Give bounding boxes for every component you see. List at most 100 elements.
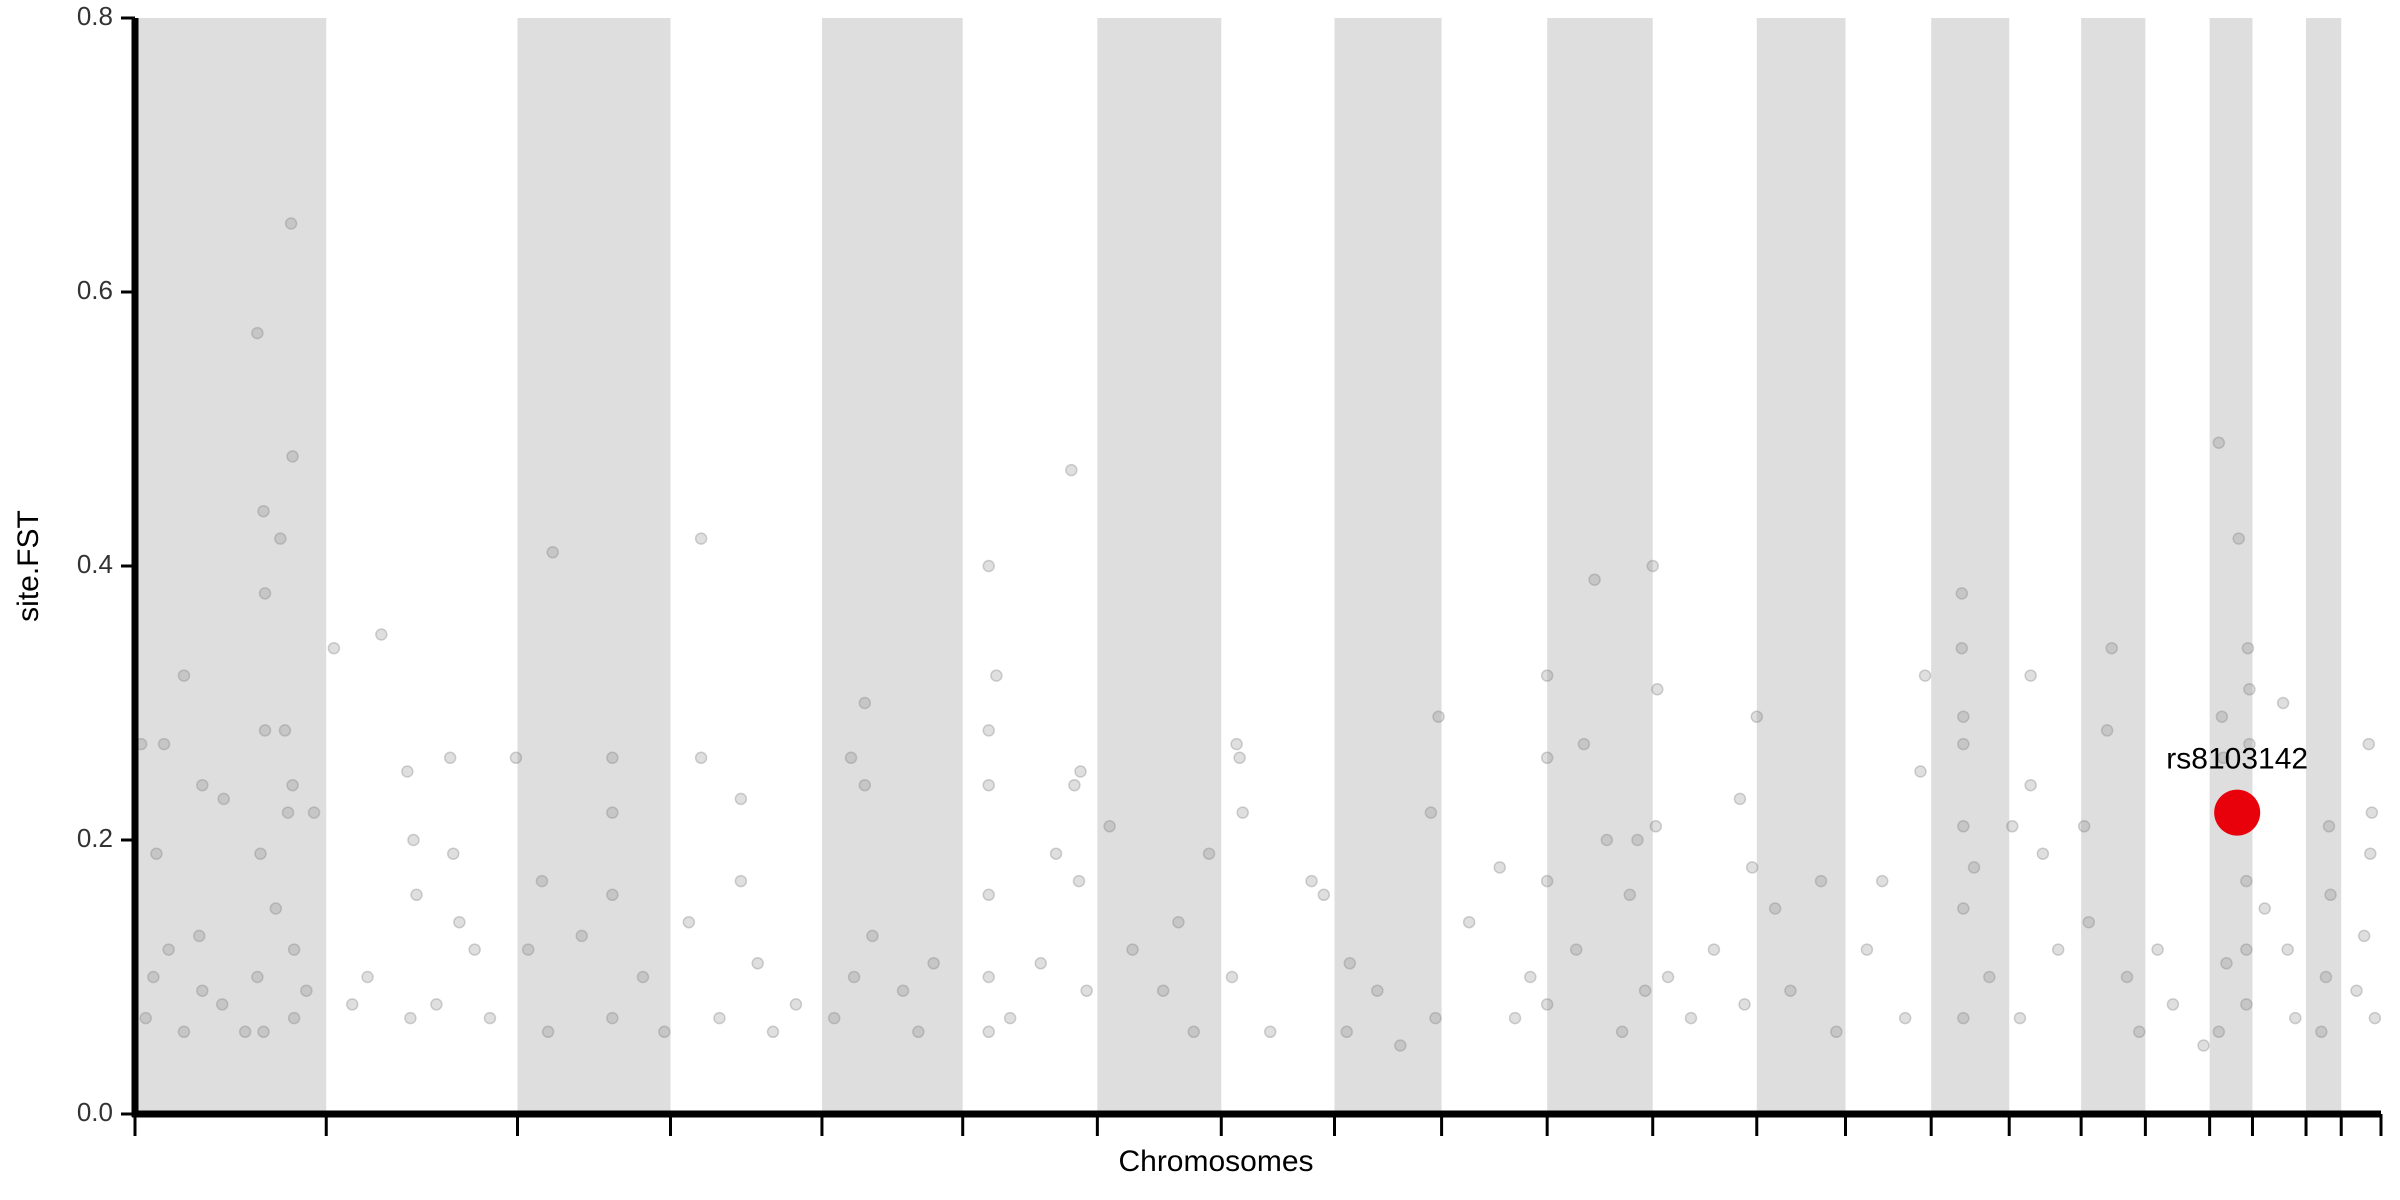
snp-point	[238, 1025, 252, 1039]
snp-point	[1424, 806, 1438, 819]
snp-point	[1983, 970, 1996, 984]
chromosome-band	[1547, 18, 1653, 1114]
snp-point	[1830, 1025, 1843, 1039]
snp-point	[1967, 861, 1981, 874]
snp-point	[1305, 874, 1318, 888]
snp-point	[2197, 1039, 2210, 1052]
snp-point	[734, 792, 748, 806]
snp-point	[606, 751, 619, 765]
snp-point	[1080, 984, 1093, 997]
snp-point	[847, 970, 861, 984]
snp-point	[766, 1025, 780, 1039]
snp-point	[1126, 943, 1139, 956]
chromosome-band	[517, 18, 671, 1114]
snp-point	[1649, 820, 1663, 833]
snp-point	[2051, 943, 2065, 956]
snp-point	[1638, 984, 1652, 997]
y-axis-label: site.FST	[12, 510, 45, 622]
snp-point	[789, 998, 803, 1011]
snp-point	[1049, 847, 1063, 860]
snp-point	[446, 847, 460, 860]
snp-point	[535, 874, 549, 888]
snp-point	[2243, 683, 2256, 696]
snp-point	[193, 929, 206, 943]
snp-point	[2368, 1011, 2382, 1025]
snp-point	[1034, 957, 1047, 970]
snp-point	[1707, 943, 1721, 956]
snp-point	[251, 970, 264, 984]
snp-point	[2077, 820, 2091, 833]
snp-point	[257, 1025, 270, 1039]
snp-point	[896, 984, 910, 997]
snp-point	[2024, 669, 2037, 682]
chromosome-band	[821, 18, 963, 1114]
snp-point	[2212, 1025, 2226, 1039]
snp-point	[1230, 737, 1243, 751]
snp-point	[1569, 943, 1583, 956]
snp-point	[157, 737, 171, 751]
snp-point	[658, 1025, 671, 1039]
snp-point	[1003, 1011, 1017, 1025]
snp-point	[1493, 861, 1506, 874]
chromosome-band	[1931, 18, 2010, 1114]
snp-point	[2365, 806, 2379, 819]
snp-point	[541, 1025, 555, 1039]
snp-point	[2024, 778, 2037, 792]
snp-point	[1651, 683, 1664, 696]
chromosome-band	[135, 18, 327, 1114]
snp-point	[1588, 573, 1601, 586]
snp-point	[1814, 874, 1828, 888]
chromosome-band	[2306, 18, 2342, 1114]
snp-point	[251, 326, 264, 340]
snp-point	[1745, 861, 1759, 874]
snp-point	[982, 970, 995, 984]
snp-point	[982, 778, 995, 792]
snp-point	[1623, 888, 1637, 902]
snp-point	[2243, 737, 2256, 751]
snp-point	[1394, 1039, 1407, 1052]
snp-point	[2240, 943, 2253, 956]
snp-point	[2362, 737, 2376, 751]
snp-point	[2006, 820, 2019, 833]
snp-point	[258, 724, 272, 737]
snp-point	[2215, 710, 2229, 723]
points-layer	[134, 217, 2382, 1052]
snp-point	[734, 874, 748, 888]
snp-point	[177, 1025, 191, 1039]
snp-point	[858, 696, 872, 710]
snp-point	[2289, 1011, 2302, 1025]
snp-point	[1631, 833, 1644, 847]
snp-point	[682, 915, 696, 929]
snp-point	[1343, 957, 1357, 970]
snp-point	[2082, 915, 2096, 929]
snp-point	[430, 998, 443, 1011]
snp-point	[827, 1011, 841, 1025]
snp-point	[284, 217, 298, 230]
snp-point	[982, 888, 995, 902]
snp-point	[1340, 1025, 1353, 1039]
snp-point	[1784, 984, 1797, 997]
chromosome-band	[2081, 18, 2146, 1114]
chromosome-band	[1097, 18, 1222, 1114]
snp-point	[1898, 1011, 1912, 1025]
snp-point	[287, 1011, 301, 1025]
snp-point	[1068, 778, 1081, 792]
snp-point	[307, 806, 321, 819]
snp-point	[1103, 820, 1116, 833]
snp-point	[1233, 751, 1246, 765]
snp-point	[1957, 710, 1970, 723]
snp-point	[912, 1025, 925, 1039]
snp-point	[1738, 998, 1751, 1011]
snp-point	[1172, 915, 1185, 929]
snp-point	[327, 641, 341, 655]
snp-point	[2232, 532, 2245, 545]
snp-point	[2212, 436, 2226, 449]
snp-point	[1074, 765, 1087, 778]
chromosome-band	[1334, 18, 1442, 1114]
snp-point	[2220, 957, 2233, 970]
snp-point	[2319, 970, 2333, 984]
y-tick-label: 0.0	[77, 1097, 113, 1127]
snp-point	[1065, 463, 1078, 477]
snp-point	[509, 751, 523, 765]
snp-point	[196, 984, 209, 997]
